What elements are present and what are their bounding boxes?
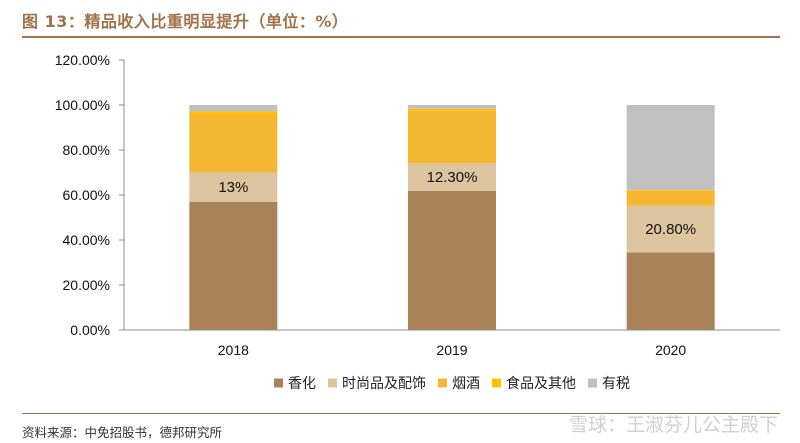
legend-label: 食品及其他 (506, 375, 576, 392)
legend-label: 有税 (602, 376, 630, 392)
data-label: 13% (218, 179, 248, 196)
footer-rule (22, 413, 780, 414)
x-tick-label: 2018 (218, 342, 249, 358)
legend-label: 时尚品及配饰 (342, 376, 426, 392)
x-tick-label: 2019 (436, 342, 467, 358)
bar-2019-series-2 (408, 111, 496, 164)
legend-swatch (328, 378, 337, 388)
y-tick-label: 100.00% (55, 97, 110, 113)
data-labels: 13% 12.30% 20.80% (218, 169, 696, 238)
y-axis: 0.00% 20.00% 40.00% 60.00% 80.00% 100.00% 120.… (55, 52, 125, 338)
bar-2019-series-1 (408, 163, 496, 191)
legend-label: 香化 (288, 376, 316, 392)
legend: 香化 时尚品及配饰 烟酒 食品及其他 有税 (274, 375, 630, 392)
bar-2018-series-1 (189, 172, 278, 202)
x-tick-label: 2020 (655, 342, 686, 358)
bars (189, 105, 715, 330)
y-tick-label: 20.00% (63, 277, 110, 293)
bar-2018-series-4 (189, 105, 278, 112)
bar-2020-series-0 (626, 252, 715, 330)
bar-2018-series-2 (189, 114, 278, 173)
legend-swatch (274, 378, 283, 388)
y-tick-label: 80.00% (63, 142, 110, 158)
watermark: 雪球：王淑芬儿公主殿下 (568, 414, 778, 436)
title-rule (22, 36, 780, 38)
bar-2020-series-1 (626, 205, 715, 253)
legend-label: 烟酒 (452, 376, 480, 392)
data-label: 20.80% (645, 221, 696, 238)
y-tick-label: 60.00% (63, 187, 110, 203)
legend-swatch (588, 378, 597, 388)
bar-2019-series-4 (408, 105, 496, 109)
y-tick-label: 120.00% (55, 52, 110, 68)
legend-swatch (492, 378, 501, 388)
y-tick-label: 0.00% (70, 322, 110, 338)
data-label: 12.30% (427, 169, 478, 186)
legend-swatch (438, 378, 447, 388)
bar-2019-series-3 (408, 108, 496, 112)
stacked-bar-chart: 0.00% 20.00% 40.00% 60.00% 80.00% 100.00% 120.… (55, 52, 780, 392)
x-axis: 2018 2019 2020 (124, 329, 780, 358)
bar-2018-series-0 (189, 201, 278, 330)
y-tick-label: 40.00% (63, 232, 110, 248)
source-note: 资料来源：中免招股书，德邦研究所 (22, 425, 223, 440)
bar-2020-series-4 (626, 105, 715, 190)
bar-2020-series-3 (626, 189, 715, 191)
bar-2019-series-0 (408, 190, 496, 330)
figure-title: 图 13：精品收入比重明显提升（单位：%） (22, 12, 349, 31)
bar-2018-series-3 (189, 111, 278, 114)
bar-2020-series-2 (626, 190, 715, 206)
